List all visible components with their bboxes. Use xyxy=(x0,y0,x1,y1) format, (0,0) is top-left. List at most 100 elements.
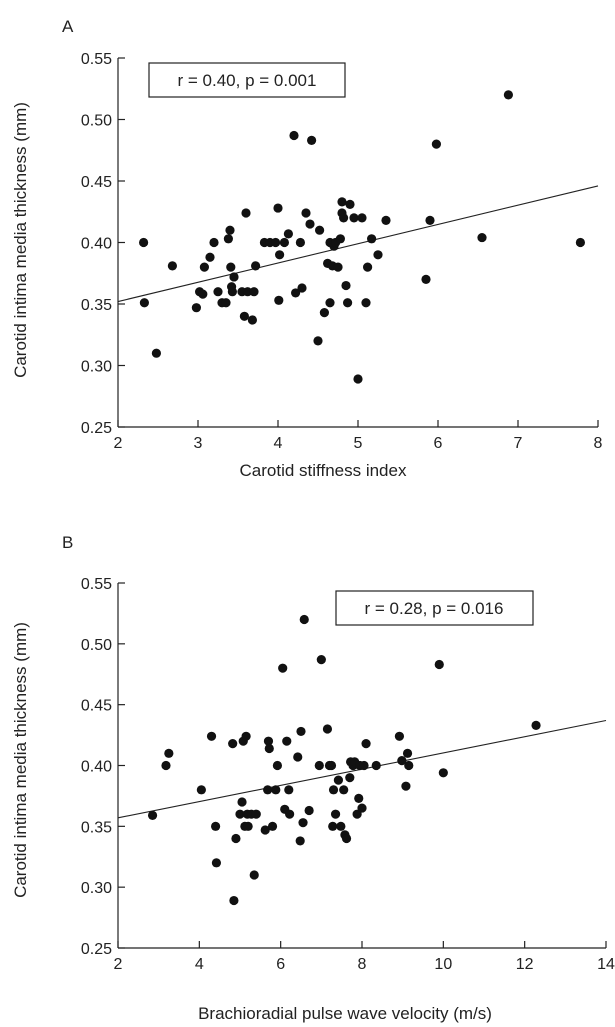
panel-b-annotation-text: r = 0.28, p = 0.016 xyxy=(365,599,504,618)
data-point xyxy=(235,809,245,819)
data-point xyxy=(205,252,215,262)
data-point xyxy=(271,237,281,248)
data-point xyxy=(337,197,347,207)
data-point xyxy=(293,752,303,762)
data-point xyxy=(139,237,149,248)
data-point xyxy=(322,724,333,734)
data-point xyxy=(295,836,305,846)
data-point xyxy=(404,760,414,771)
y-tick-label: 0.45 xyxy=(81,174,112,191)
data-point xyxy=(333,775,344,785)
data-point xyxy=(213,287,223,297)
data-point xyxy=(199,262,209,272)
data-point xyxy=(191,303,201,313)
panel-b-annotation-box xyxy=(335,590,534,626)
data-point xyxy=(167,261,177,271)
data-point xyxy=(227,287,237,297)
x-tick-label: 7 xyxy=(514,435,523,452)
data-point xyxy=(371,760,381,771)
x-tick-label: 2 xyxy=(114,435,123,452)
data-point xyxy=(431,139,441,149)
data-point xyxy=(225,225,235,235)
data-point xyxy=(425,215,435,225)
y-tick-label: 0.35 xyxy=(81,297,112,314)
x-tick-label: 8 xyxy=(594,435,603,452)
data-point xyxy=(353,374,363,384)
data-point xyxy=(402,748,413,758)
data-point xyxy=(139,298,149,308)
data-point xyxy=(345,773,355,783)
panel-b: B Carotid intima media thickness (mm) Br… xyxy=(11,533,615,1023)
data-point xyxy=(243,821,253,831)
data-point xyxy=(264,743,274,754)
y-tick-label: 0.40 xyxy=(81,236,112,253)
y-tick-label: 0.50 xyxy=(81,637,112,654)
x-tick-label: 6 xyxy=(276,956,285,973)
data-point xyxy=(477,232,487,243)
data-point xyxy=(363,262,373,272)
y-tick-label: 0.55 xyxy=(81,51,112,68)
panel-a-x-axis-label: Carotid stiffness index xyxy=(240,461,407,480)
data-point xyxy=(373,250,383,260)
panel-a-letter: A xyxy=(62,17,74,36)
data-point xyxy=(271,785,281,795)
data-point xyxy=(229,895,239,906)
data-point xyxy=(249,287,259,297)
data-point xyxy=(401,781,411,791)
data-point xyxy=(297,283,307,293)
y-tick-label: 0.25 xyxy=(81,420,112,437)
panel-a-annotation: r = 0.40, p = 0.001 xyxy=(148,62,346,98)
data-point xyxy=(339,785,349,795)
data-point xyxy=(209,237,219,248)
panel-b-x-axis-label: Brachioradial pulse wave velocity (m/s) xyxy=(198,1004,492,1023)
x-tick-label: 4 xyxy=(195,956,204,973)
data-point xyxy=(503,90,513,100)
data-point xyxy=(296,726,306,737)
data-point xyxy=(314,760,324,771)
data-point xyxy=(316,655,326,665)
data-point xyxy=(361,739,371,749)
data-point xyxy=(251,809,261,819)
y-tick-label: 0.45 xyxy=(81,698,112,715)
data-point xyxy=(434,659,444,670)
x-tick-label: 14 xyxy=(597,956,615,973)
data-point xyxy=(285,809,295,819)
data-point xyxy=(295,237,305,248)
data-point xyxy=(394,731,405,741)
panel-a-y-label-group: Carotid intima media thickness (mm) xyxy=(11,102,30,378)
data-point xyxy=(221,298,231,308)
data-point xyxy=(196,785,206,795)
data-point xyxy=(229,272,239,282)
data-point xyxy=(305,219,315,229)
data-point xyxy=(359,760,369,771)
data-point xyxy=(147,810,158,820)
data-point xyxy=(325,298,335,308)
panel-b-y-axis-label: Carotid intima media thickness (mm) xyxy=(11,622,30,898)
panel-b-ticks: 0.25 0.30 0.35 0.40 0.45 0.50 0.55 2 4 6 8 10 12 14 xyxy=(81,576,615,973)
data-point xyxy=(278,663,288,673)
data-point xyxy=(531,720,541,730)
data-point xyxy=(263,736,274,746)
data-point xyxy=(289,130,299,141)
panel-a: A Carotid intima media thickness (mm) Ca… xyxy=(11,17,603,480)
data-point xyxy=(151,348,161,358)
panel-b-letter: B xyxy=(62,533,73,552)
data-point xyxy=(361,298,371,308)
data-point xyxy=(301,208,311,218)
data-point xyxy=(304,805,314,816)
y-tick-label: 0.25 xyxy=(81,941,112,958)
data-point xyxy=(284,785,294,795)
data-point xyxy=(381,215,391,225)
x-tick-label: 5 xyxy=(354,435,363,452)
panel-b-points xyxy=(147,614,541,906)
data-point xyxy=(299,614,309,625)
data-point xyxy=(260,825,270,835)
data-point xyxy=(237,797,247,807)
data-point xyxy=(330,809,341,819)
data-point xyxy=(313,336,323,346)
panel-a-ticks: 0.25 0.30 0.35 0.40 0.45 0.50 0.55 2 3 4 5 6 7 8 xyxy=(81,51,603,452)
panel-a-regression xyxy=(117,185,599,303)
data-point xyxy=(211,858,222,868)
data-point xyxy=(273,203,283,213)
data-point xyxy=(397,756,407,766)
